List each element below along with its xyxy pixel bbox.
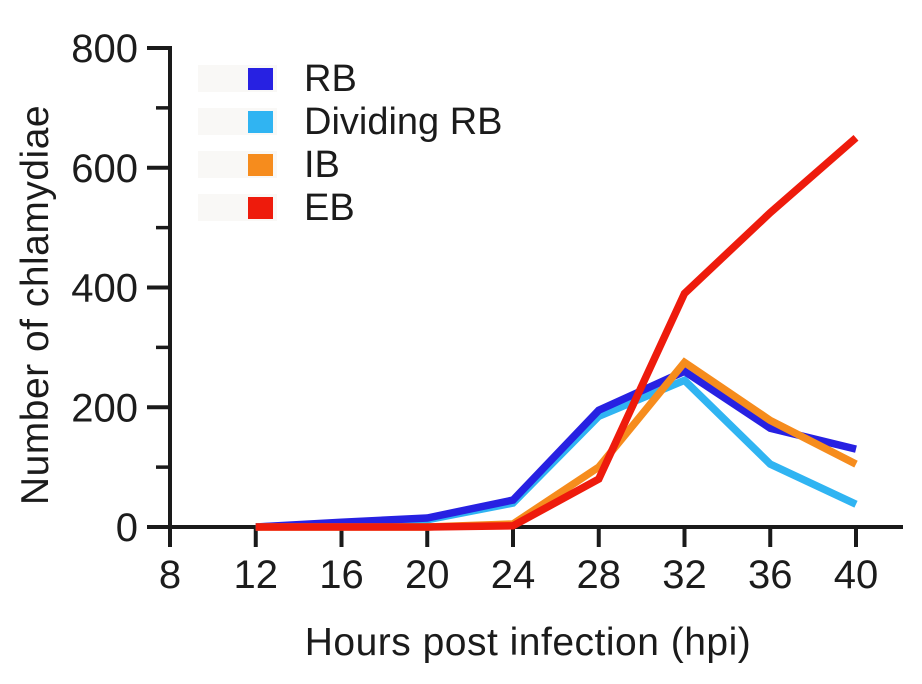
legend-swatch-ib: [248, 153, 273, 176]
legend-label-ib: IB: [304, 143, 340, 186]
series-line-eb: [255, 134, 859, 531]
legend-strip: [198, 194, 277, 221]
y-tick-label: 0: [116, 506, 138, 550]
legend-swatch-eb: [248, 196, 273, 219]
x-tick-label: 28: [577, 553, 622, 597]
x-tick-label: 24: [491, 553, 536, 597]
legend-label-rb: RB: [304, 57, 357, 100]
x-tick-label: 40: [834, 553, 879, 597]
y-tick-label: 600: [71, 147, 138, 191]
legend-swatch-dividing-rb: [248, 110, 273, 133]
x-axis-title: Hours post infection (hpi): [304, 621, 752, 664]
legend-item-rb: RB: [198, 57, 503, 100]
x-tick-label: 20: [405, 553, 450, 597]
legend: RB Dividing RB IB EB: [198, 57, 503, 229]
legend-swatch-rb: [248, 67, 273, 90]
legend-item-eb: EB: [198, 186, 503, 229]
x-tick-label: 32: [662, 553, 707, 597]
legend-label-dividing-rb: Dividing RB: [304, 100, 503, 143]
y-tick-label: 200: [71, 386, 138, 430]
y-tick-label: 800: [71, 27, 138, 71]
legend-item-ib: IB: [198, 143, 503, 186]
legend-item-dividing-rb: Dividing RB: [198, 100, 503, 143]
x-tick-label: 8: [159, 553, 181, 597]
y-axis-title: Number of chlamydiae: [14, 104, 57, 506]
legend-strip: [198, 108, 277, 135]
x-tick-label: 36: [748, 553, 793, 597]
x-tick-label: 16: [319, 553, 364, 597]
legend-strip: [198, 65, 277, 92]
series-line-rb: [255, 367, 857, 531]
y-tick-label: 400: [71, 267, 138, 311]
legend-label-eb: EB: [304, 186, 355, 229]
legend-strip: [198, 151, 277, 178]
x-tick-label: 12: [234, 553, 279, 597]
